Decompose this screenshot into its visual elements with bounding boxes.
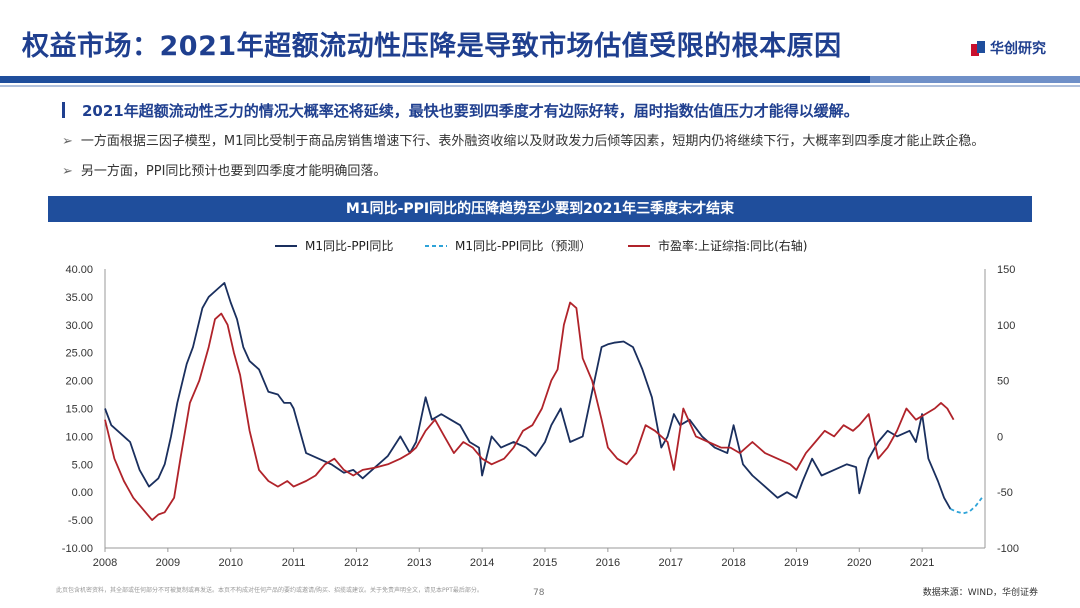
bullet-arrow-icon: ➢ (62, 164, 73, 179)
y-left-tick-label: -10.00 (62, 543, 93, 555)
y-right-tick-label: 100 (997, 320, 1015, 332)
y-left-tick-label: 40.00 (65, 264, 93, 276)
x-tick-label: 2012 (344, 557, 368, 569)
legend-label-3: 市盈率:上证综指:同比(右轴) (658, 238, 807, 253)
bullet-item-1: ➢ 一方面根据三因子模型，M1同比受制于商品房销售增速下行、表外融资收缩以及财政发… (62, 130, 984, 149)
x-tick-label: 2010 (218, 557, 242, 569)
bullet-text-2: 另一方面，PPI同比预计也要到四季度才能明确回落。 (80, 164, 387, 179)
legend-label-1: M1同比-PPI同比 (305, 239, 393, 253)
y-left-tick-label: 20.00 (65, 376, 93, 388)
chart-axes: -10.00 -5.00 0.00 5.00 10.00 15.00 20.00 25.00 3… (62, 264, 1019, 569)
chart-title: M1同比-PPI同比的压降趋势至少要到2021年三季度末才结束 (48, 196, 1032, 222)
y-left-tick-label: -5.00 (68, 515, 93, 527)
bullet-arrow-icon: ➢ (62, 134, 73, 149)
disclaimer: 此页包含机密资料，其全部或任何部分不可被复制或再发送。本页不构成对任何产品的要约… (56, 587, 483, 594)
x-tick-label: 2021 (910, 557, 934, 569)
x-tick-label: 2017 (658, 557, 682, 569)
y-left-tick-label: 35.00 (65, 292, 93, 304)
x-tick-label: 2011 (282, 557, 306, 569)
x-tick-label: 2013 (407, 557, 431, 569)
bullet-text-1: 一方面根据三因子模型，M1同比受制于商品房销售增速下行、表外融资收缩以及财政发力… (80, 134, 985, 149)
series-line-1 (104, 281, 952, 510)
chart-series (104, 281, 983, 521)
y-left-tick-label: 0.00 (72, 487, 93, 499)
header-rule-accent (870, 76, 1080, 83)
lead-marker (62, 102, 65, 118)
y-right-tick-label: 50 (997, 376, 1009, 388)
header-rule-thin (0, 85, 1080, 87)
legend-label-2: M1同比-PPI同比（预测） (455, 239, 591, 253)
x-tick-label: 2014 (470, 557, 494, 569)
page-number: 78 (533, 588, 545, 598)
series-line-3 (104, 301, 955, 521)
lead-statement: 2021年超额流动性乏力的情况大概率还将延续，最快也要到四季度才有边际好转，届时… (60, 100, 859, 121)
brand-name: 华创研究 (990, 41, 1046, 57)
series-line-2 (950, 497, 983, 515)
y-left-tick-label: 15.00 (65, 404, 93, 416)
bullet-item-2: ➢ 另一方面，PPI同比预计也要到四季度才能明确回落。 (62, 160, 386, 179)
header-rule (0, 76, 1080, 83)
y-right-tick-label: 0 (997, 431, 1003, 443)
chart-legend: M1同比-PPI同比 M1同比-PPI同比（预测） 市盈率:上证综指:同比(右轴) (275, 238, 807, 253)
y-right-tick-label: -100 (997, 543, 1019, 555)
x-tick-label: 2008 (93, 557, 117, 569)
lead-text: 2021年超额流动性乏力的情况大概率还将延续，最快也要到四季度才有边际好转，届时… (82, 102, 859, 120)
y-left-tick-label: 5.00 (72, 459, 93, 471)
page-title: 权益市场：2021年超额流动性压降是导致市场估值受限的根本原因 (22, 31, 842, 62)
y-left-tick-label: 25.00 (65, 348, 93, 360)
brand-mark-icon (971, 40, 985, 56)
x-tick-label: 2020 (847, 557, 871, 569)
y-left-tick-label: 10.00 (65, 431, 93, 443)
y-left-tick-label: 30.00 (65, 320, 93, 332)
brand-logo: 华创研究 (971, 38, 1046, 58)
x-tick-label: 2018 (721, 557, 745, 569)
y-right-tick-label: 150 (997, 264, 1015, 276)
y-right-tick-label: -50 (997, 487, 1013, 499)
x-tick-label: 2009 (156, 557, 180, 569)
data-source: 数据来源：WIND，华创证券 (922, 588, 1038, 598)
x-tick-label: 2019 (784, 557, 808, 569)
x-tick-label: 2015 (533, 557, 557, 569)
x-tick-label: 2016 (596, 557, 620, 569)
